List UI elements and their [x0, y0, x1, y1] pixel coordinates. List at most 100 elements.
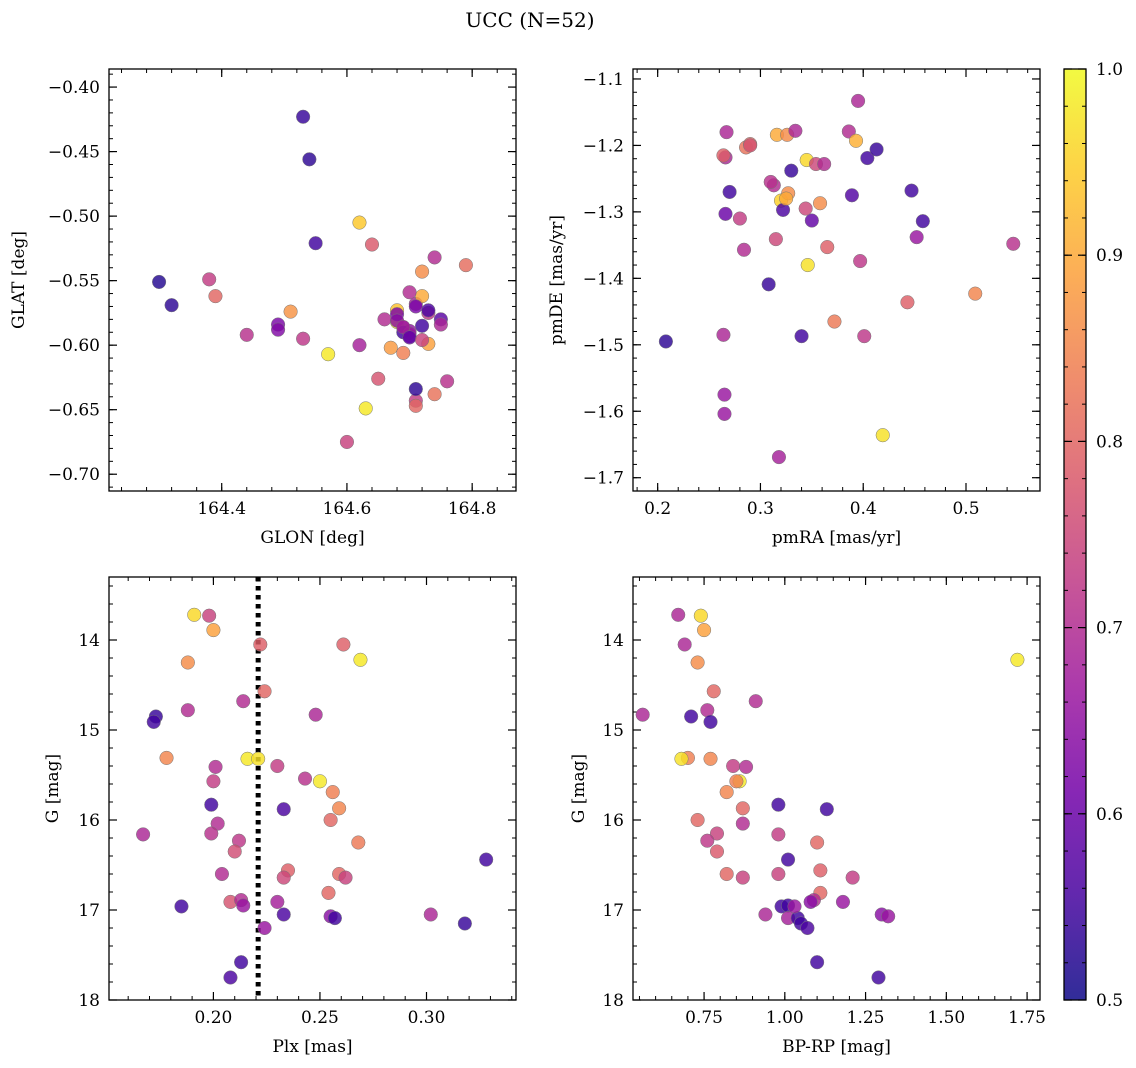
scatter-point: [208, 289, 223, 304]
y-tick-label: 14: [78, 631, 100, 651]
scatter-point: [700, 833, 715, 848]
scatter-point: [875, 428, 890, 443]
y-tick-label: 18: [78, 991, 100, 1011]
panel-pmra-pmde: 0.2 0.3 0.4 0.5 −1.7 −1.6 −1.5 −1.4 −1.3 −1.2 −1.1…: [547, 68, 1041, 548]
scatter-point: [187, 607, 202, 622]
x-tick-label: 0.5: [952, 499, 979, 519]
scatter-point: [253, 637, 268, 652]
y-tick-label: −0.40: [48, 78, 100, 98]
scatter-point: [327, 911, 342, 926]
scatter-point: [748, 694, 763, 709]
y-tick-label: −1.3: [583, 203, 624, 223]
scatter-point: [396, 345, 411, 360]
scatter-point: [771, 866, 786, 882]
scatter-point: [352, 215, 367, 230]
scatter-point: [719, 785, 734, 800]
scatter-point: [415, 332, 430, 348]
y-tick-label: −0.50: [48, 207, 100, 227]
scatter-point: [835, 894, 851, 909]
scatter-points: [658, 93, 1021, 465]
colorbar-tick-label: 0.8: [1096, 432, 1123, 452]
scatter-point: [402, 330, 417, 345]
x-tick-label: 0.25: [301, 1008, 339, 1028]
scatter-point: [152, 274, 167, 289]
y-tick-label: −1.7: [583, 469, 624, 489]
scatter-point: [339, 434, 354, 450]
colorbar: 0.5 0.6 0.7 0.8 0.9 1.0: [1063, 60, 1123, 1011]
scatter-point: [136, 827, 151, 842]
panel-bprp-g: 0.75 1.00 1.25 1.50 1.75 14 15 16 17 18 BP-RP [mag…: [569, 576, 1046, 1057]
scatter-point: [719, 125, 734, 140]
x-tick-label: 1.00: [766, 1008, 804, 1028]
minor-ticks: [633, 69, 1040, 492]
x-tick-label: 164.8: [448, 499, 497, 519]
scatter-point: [296, 109, 311, 124]
scatter-point: [719, 866, 734, 882]
scatter-point: [257, 684, 272, 699]
scatter-point: [423, 907, 438, 922]
scatter-point: [358, 401, 373, 416]
panel-glon-glat: 164.4 164.6 164.8 −0.70 −0.65 −0.60 −0.55 −0.50…: [9, 68, 517, 548]
axes-frame: [632, 576, 1041, 1001]
scatter-point: [146, 714, 161, 729]
scatter-point: [174, 899, 189, 914]
scatter-points: [136, 607, 494, 985]
y-tick-label: 16: [602, 811, 624, 831]
scatter-point: [352, 338, 367, 353]
scatter-point: [784, 163, 799, 178]
scatter-point: [851, 93, 866, 108]
x-axis-label: pmRA [mas/yr]: [772, 528, 901, 548]
y-axis-label: GLAT [deg]: [9, 231, 29, 329]
scatter-point: [312, 774, 328, 789]
scatter-point: [415, 318, 430, 333]
scatter-point: [761, 277, 776, 292]
y-tick-label: 16: [78, 811, 100, 831]
scatter-point: [208, 759, 223, 774]
colorbar-gradient: [1064, 69, 1086, 1000]
scatter-point: [739, 759, 754, 774]
scatter-point: [308, 707, 323, 722]
scatter-point: [257, 920, 272, 936]
axes-frame: [632, 68, 1041, 492]
scatter-point: [717, 387, 732, 402]
scatter-point: [804, 213, 819, 228]
scatter-point: [421, 303, 436, 318]
scatter-point: [915, 214, 930, 229]
scatter-point: [383, 340, 398, 355]
scatter-point: [677, 637, 692, 652]
scatter-point: [674, 751, 689, 766]
colorbar-frame: [1063, 68, 1087, 1001]
scatter-point: [206, 774, 221, 789]
figure-title: UCC (N=52): [465, 8, 594, 32]
x-tick-label: 0.75: [685, 1008, 723, 1028]
scatter-point: [771, 450, 786, 465]
scatter-point: [771, 827, 786, 842]
scatter-point: [827, 314, 842, 329]
scatter-point: [735, 816, 750, 831]
scatter-point: [408, 299, 423, 314]
scatter-point: [234, 955, 249, 970]
scatter-point: [458, 258, 473, 273]
scatter-point: [325, 785, 340, 800]
scatter-point: [900, 295, 915, 310]
scatter-point: [457, 916, 472, 931]
scatter-point: [763, 174, 778, 190]
scatter-point: [909, 230, 924, 245]
scatter-point: [202, 608, 217, 623]
scatter-point: [323, 812, 338, 828]
scatter-point: [813, 196, 828, 211]
scatter-points: [635, 607, 1025, 985]
scatter-point: [415, 264, 430, 279]
scatter-point: [810, 835, 825, 850]
scatter-point: [377, 312, 392, 327]
y-axis-label: pmDE [mas/yr]: [547, 215, 567, 345]
scatter-point: [297, 771, 313, 786]
scatter-point: [276, 802, 291, 817]
scatter-point: [302, 152, 317, 167]
scatter-point: [820, 240, 835, 255]
scatter-point: [857, 329, 872, 344]
scatter-point: [718, 206, 733, 221]
scatter-point: [717, 406, 732, 421]
scatter-point: [869, 142, 884, 157]
